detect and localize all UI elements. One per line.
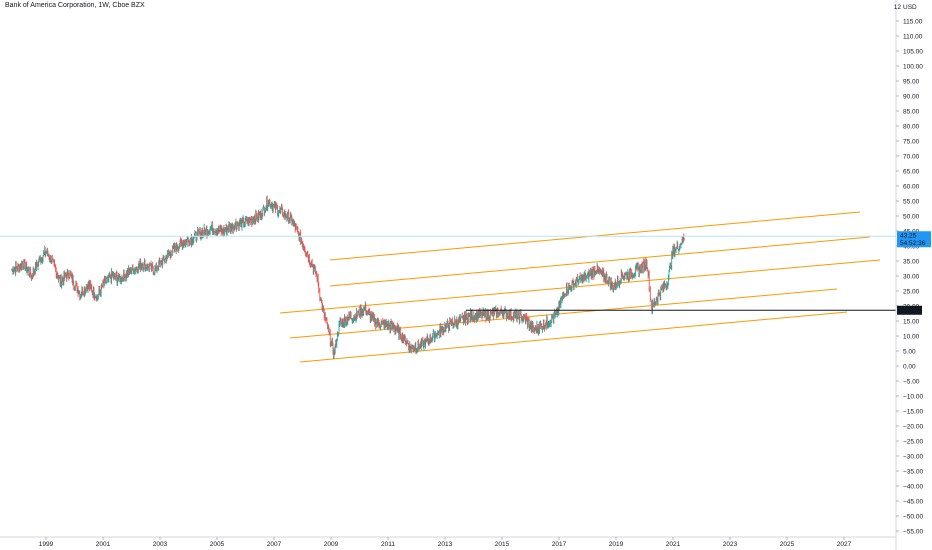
x-tick-label: 2011 — [381, 541, 395, 548]
y-tick-label: −50.00 — [903, 513, 923, 520]
y-tick-label: −45.00 — [903, 498, 923, 505]
x-tick-label: 2027 — [837, 541, 852, 548]
x-tick-label: 2017 — [552, 541, 567, 548]
y-axis-currency: USD — [903, 4, 917, 11]
x-tick-label: 2001 — [96, 541, 111, 548]
y-tick-label: 30.00 — [903, 273, 920, 280]
y-tick-label: 90.00 — [903, 93, 920, 100]
last-price-tag — [897, 231, 931, 248]
y-tick-label: 105.00 — [903, 48, 923, 55]
y-tick-label: 35.00 — [903, 258, 920, 265]
horizontal-levels — [0, 235, 896, 311]
x-tick-label: 2023 — [723, 541, 738, 548]
x-tick-label: 2009 — [324, 541, 339, 548]
x-tick-label: 2007 — [267, 541, 282, 548]
y-tick-label: 5.00 — [903, 348, 916, 355]
y-tick-label: 110.00 — [903, 33, 923, 40]
trend-channel-line[interactable] — [299, 311, 848, 363]
y-tick-label: 100.00 — [903, 63, 923, 70]
y-tick-label: 0.00 — [903, 363, 916, 370]
y-tick-label: 25.00 — [903, 288, 920, 295]
x-tick-label: 2003 — [153, 541, 168, 548]
y-tick-label: 50.00 — [903, 213, 920, 220]
x-tick-label: 1999 — [39, 541, 54, 548]
x-tick-label: 2015 — [495, 541, 510, 548]
y-tick-label: 15.00 — [903, 318, 920, 325]
y-tick-label: −20.00 — [903, 423, 923, 430]
y-tick-label: −25.00 — [903, 438, 923, 445]
x-tick-label: 2021 — [666, 541, 681, 548]
level-value: 18.58 — [900, 308, 917, 315]
y-tick-label: 115.00 — [903, 18, 923, 25]
x-tick-label: 2025 — [780, 541, 795, 548]
trend-channel-line[interactable] — [289, 288, 838, 339]
y-tick-label: −10.00 — [903, 393, 923, 400]
trend-channel-line[interactable] — [279, 259, 881, 314]
y-tick-label: 85.00 — [903, 108, 920, 115]
last-price-value: 43.25 — [900, 232, 917, 239]
chart-title: Bank of America Corporation, 1W, Cboe BZ… — [5, 2, 145, 9]
y-tick-label: −35.00 — [903, 468, 923, 475]
y-tick-label: 60.00 — [903, 183, 920, 190]
y-tick-label: 70.00 — [903, 153, 920, 160]
y-tick-label: 80.00 — [903, 123, 920, 130]
x-tick-label: 2019 — [609, 541, 624, 548]
trend-channels — [279, 211, 881, 363]
x-tick-label: 2013 — [438, 541, 453, 548]
y-tick-label: 65.00 — [903, 168, 920, 175]
y-tick-label: 10.00 — [903, 333, 920, 340]
y-tick-label: −15.00 — [903, 408, 923, 415]
y-tick-label: −55.00 — [903, 528, 923, 535]
y-tick-label: 55.00 — [903, 198, 920, 205]
price-series — [11, 195, 685, 360]
bar-countdown: 54:52:36 — [900, 240, 926, 247]
y-tick-label: −30.00 — [903, 453, 923, 460]
x-tick-label: 2005 — [210, 541, 225, 548]
y-tick-label: 75.00 — [903, 138, 920, 145]
x-axis: 1999 2001 2003 2005 2007 2009 2011 2013 2015 2017… — [0, 536, 896, 548]
y-tick-label: −5.00 — [903, 378, 920, 385]
y-axis-tick-top: 12 — [894, 4, 902, 11]
trend-channel-line[interactable] — [329, 236, 871, 287]
y-tick-label: −40.00 — [903, 483, 923, 490]
y-tick-label: 95.00 — [903, 78, 920, 85]
level-tag — [897, 305, 922, 315]
